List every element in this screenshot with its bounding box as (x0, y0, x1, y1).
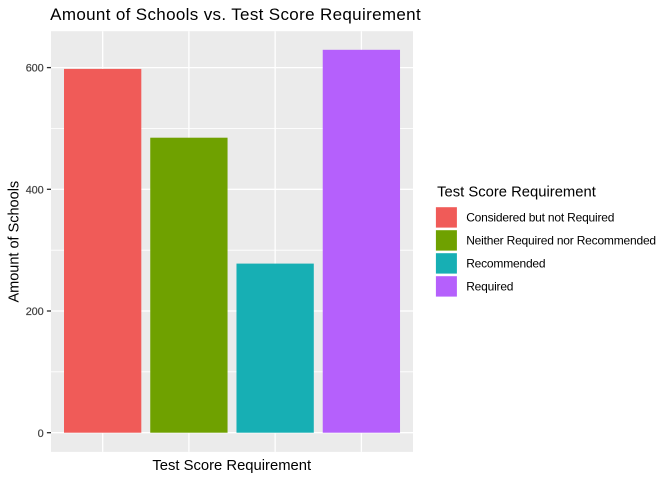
svg-text:Recommended: Recommended (466, 257, 545, 271)
svg-text:Considered but not Required: Considered but not Required (466, 211, 614, 225)
svg-text:Test Score Requirement: Test Score Requirement (152, 458, 311, 474)
svg-text:Amount of Schools: Amount of Schools (6, 181, 22, 303)
svg-text:Amount of Schools vs. Test Sco: Amount of Schools vs. Test Score Require… (50, 5, 421, 24)
svg-text:Test Score Requirement: Test Score Requirement (437, 184, 596, 200)
svg-text:200: 200 (26, 306, 44, 318)
svg-text:0: 0 (38, 428, 44, 440)
svg-text:Required: Required (466, 280, 513, 294)
svg-text:400: 400 (26, 184, 44, 196)
svg-text:600: 600 (26, 63, 44, 75)
svg-text:Neither Required nor Recommend: Neither Required nor Recommended (466, 234, 656, 248)
